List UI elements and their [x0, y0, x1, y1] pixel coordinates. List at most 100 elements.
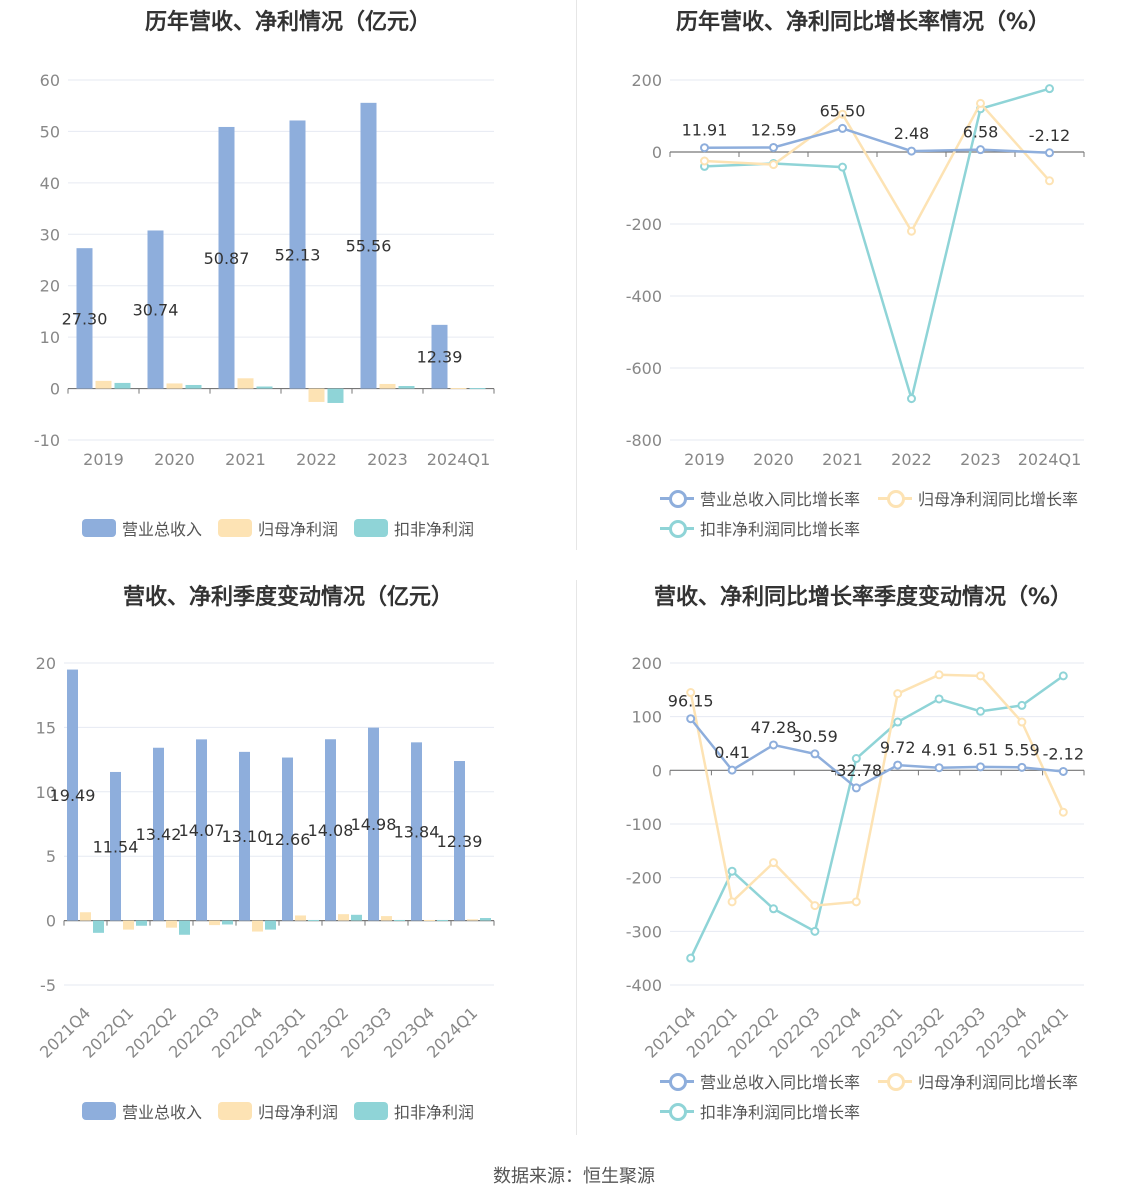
- bar: [450, 388, 467, 390]
- data-label: 52.13: [275, 246, 321, 265]
- data-point: [1017, 700, 1027, 710]
- bar: [237, 378, 254, 389]
- bar: [209, 920, 220, 926]
- data-point: [769, 142, 778, 152]
- y-tick-label: 0: [46, 912, 56, 931]
- data-label: 50.87: [204, 249, 250, 268]
- data-point: [976, 762, 985, 772]
- legend-swatch-marker: [669, 490, 687, 508]
- bar: [110, 771, 121, 921]
- legend-item[interactable]: 扣非净利润同比增长率: [660, 1101, 860, 1122]
- x-tick-label: 2023: [960, 450, 1001, 469]
- data-point: [907, 226, 916, 236]
- bar: [123, 920, 134, 930]
- data-point: [1017, 717, 1027, 727]
- bar: [381, 916, 392, 921]
- y-tick-label: 15: [36, 718, 56, 737]
- y-tick-label: 0: [652, 761, 662, 780]
- quarterly-growth-rate-chart: 营收、净利同比增长率季度变动情况（%） -400 -300 -200 -100 0 100…: [578, 575, 1148, 1135]
- bar: [308, 919, 319, 921]
- x-tick-label: 2019: [684, 450, 725, 469]
- legend-label: 归母净利润: [258, 1103, 339, 1122]
- data-point: [851, 897, 861, 907]
- y-tick-label: -300: [626, 922, 662, 941]
- data-label: 30.59: [792, 727, 838, 746]
- y-tick-label: -200: [626, 869, 662, 888]
- data-point: [893, 760, 903, 770]
- data-point: [907, 394, 916, 404]
- y-tick-label: 10: [40, 328, 60, 347]
- data-label: 0.41: [714, 743, 750, 762]
- bar: [327, 388, 344, 403]
- data-label: 13.42: [136, 825, 182, 844]
- bar: [67, 669, 78, 921]
- data-point: [686, 714, 696, 724]
- legend-label: 营业总收入同比增长率: [700, 1073, 861, 1092]
- data-point: [727, 897, 737, 907]
- data-label: 13.84: [394, 822, 440, 841]
- legend-label: 归母净利润同比增长率: [918, 1073, 1079, 1092]
- legend-item[interactable]: 营业总收入同比增长率: [660, 488, 860, 509]
- legend-item[interactable]: 归母净利润: [218, 1101, 339, 1122]
- legend-line-swatch: [660, 1102, 694, 1121]
- legend-swatch-marker: [669, 520, 687, 538]
- data-label: 5.59: [1004, 740, 1040, 759]
- bar: [480, 918, 491, 921]
- data-label: 65.50: [820, 101, 866, 120]
- y-tick-label: -10: [34, 431, 60, 450]
- bar: [394, 919, 405, 921]
- data-label: 12.39: [417, 348, 463, 367]
- bar: [256, 386, 273, 389]
- legend-label: 营业总收入: [122, 1103, 203, 1122]
- legend-item[interactable]: 营业总收入: [82, 518, 202, 539]
- data-point: [700, 156, 709, 166]
- legend-item[interactable]: 归母净利润同比增长率: [878, 1071, 1079, 1092]
- legend-item[interactable]: 归母净利润: [218, 518, 338, 539]
- legend-swatch-marker: [887, 490, 905, 508]
- bar: [431, 324, 448, 389]
- x-tick-label: 2023: [367, 450, 408, 469]
- annual-revenue-profit-chart: 历年营收、净利情况（亿元） -10 0 10 20 30 40 50 60 2019 2020 20…: [0, 0, 576, 560]
- y-tick-label: -100: [626, 815, 662, 834]
- chart-legend[interactable]: 营业总收入同比增长率 归母净利润同比增长率 扣非净利润同比增长率: [578, 488, 1148, 548]
- y-tick-label: 200: [631, 71, 662, 90]
- legend-color-swatch: [82, 1102, 116, 1120]
- x-tick-label: 2020: [753, 450, 794, 469]
- bar: [437, 919, 448, 921]
- bar: [239, 751, 250, 921]
- chart-legend[interactable]: 营业总收入同比增长率 归母净利润同比增长率扣非净利润同比增长率: [578, 1071, 1148, 1131]
- panel-divider: [576, 0, 577, 550]
- data-point: [727, 866, 737, 876]
- legend-item[interactable]: 扣非净利润: [354, 518, 475, 539]
- x-tick-label: 2024Q1: [427, 450, 491, 469]
- chart-legend[interactable]: 营业总收入 归母净利润 扣非净利润: [0, 518, 576, 558]
- data-point: [686, 953, 696, 963]
- data-label: 11.54: [93, 837, 139, 856]
- legend-line-swatch: [660, 519, 694, 538]
- data-label: 4.91: [921, 741, 957, 760]
- data-label: 14.08: [308, 821, 354, 840]
- legend-item[interactable]: 归母净利润同比增长率: [878, 488, 1078, 509]
- chart-title: 历年营收、净利情况（亿元）: [144, 10, 431, 35]
- legend-swatch-marker: [669, 1103, 687, 1121]
- x-tick-label: 2021: [822, 450, 863, 469]
- bar: [252, 920, 263, 932]
- data-label: 12.66: [265, 830, 311, 849]
- bar: [469, 388, 486, 390]
- legend-color-swatch: [218, 1102, 252, 1120]
- data-label: -2.12: [1043, 744, 1084, 763]
- legend-item[interactable]: 扣非净利润: [354, 1101, 474, 1122]
- data-point: [810, 749, 820, 759]
- legend-item[interactable]: 扣非净利润同比增长率: [660, 518, 860, 539]
- chart-legend[interactable]: 营业总收入 归母净利润 扣非净利润: [0, 1101, 576, 1141]
- data-label: -2.12: [1029, 126, 1070, 145]
- y-tick-label: 100: [631, 708, 662, 727]
- bar: [308, 388, 325, 402]
- chart-title: 营收、净利季度变动情况（亿元）: [122, 585, 453, 610]
- bar: [147, 230, 164, 389]
- legend-label: 扣非净利润: [394, 520, 475, 539]
- legend-item[interactable]: 营业总收入同比增长率: [660, 1071, 861, 1092]
- data-label: 19.49: [50, 786, 96, 805]
- legend-item[interactable]: 营业总收入: [82, 1101, 203, 1122]
- data-label: 30.74: [133, 301, 179, 320]
